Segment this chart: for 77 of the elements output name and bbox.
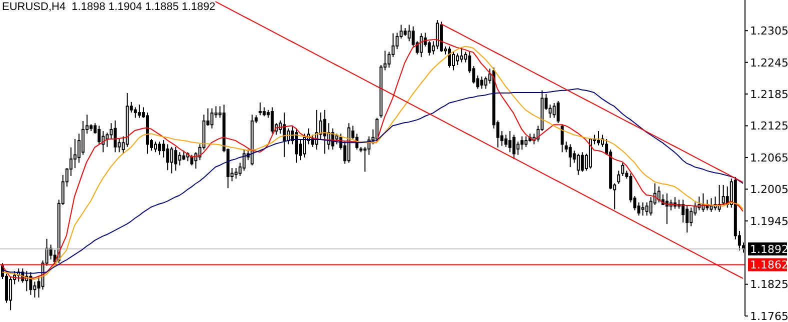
candlestick — [682, 199, 685, 223]
candlestick — [516, 141, 520, 156]
ref-line-label: 1.1892 — [750, 242, 788, 256]
candlestick — [637, 202, 640, 216]
y-tick-label: 1.2005 — [750, 183, 788, 196]
candlestick — [560, 124, 564, 153]
candlestick — [9, 276, 12, 311]
candlestick — [452, 51, 456, 71]
candlestick — [106, 132, 109, 148]
candlestick — [428, 40, 431, 56]
candlestick — [420, 32, 423, 58]
candlestick — [210, 108, 214, 129]
candlestick — [98, 125, 101, 145]
candlestick — [114, 120, 117, 153]
candlestick — [456, 52, 460, 66]
candlestick — [556, 100, 560, 124]
candlestick — [158, 141, 162, 156]
candlestick — [686, 204, 689, 234]
y-tick-label: 1.1945 — [750, 214, 788, 228]
candlestick — [408, 24, 411, 42]
y-tick-label: 1.1825 — [750, 278, 788, 292]
candlestick — [512, 134, 516, 160]
candlestick — [78, 133, 81, 164]
y-tick-label: 1.1765 — [750, 310, 788, 322]
y-tick-label: 1.2305 — [750, 24, 788, 38]
candlestick — [190, 154, 194, 166]
line-series — [440, 23, 744, 183]
candlestick — [323, 109, 326, 154]
candlestick — [242, 149, 246, 172]
candlestick — [580, 152, 584, 172]
candlestick — [303, 133, 306, 158]
candlestick — [170, 146, 174, 174]
candlestick — [258, 102, 262, 116]
candlestick — [524, 136, 528, 148]
candlestick — [690, 207, 693, 227]
candlestick — [710, 198, 713, 212]
candlestick — [597, 130, 600, 146]
candlestick — [520, 136, 524, 150]
candlestick — [508, 130, 512, 153]
candlestick — [178, 152, 182, 166]
candlestick — [645, 202, 648, 216]
candlestick — [73, 138, 76, 169]
y-tick-label: 1.2065 — [750, 151, 788, 164]
chart-title: EURUSD,H4 1.1898 1.1904 1.1885 1.1892 — [2, 1, 216, 13]
candlestick — [282, 112, 286, 158]
candlestick — [568, 144, 572, 168]
candlestick — [134, 106, 137, 118]
ref-line-label: 1.1862 — [750, 258, 788, 272]
candlestick — [234, 168, 238, 180]
y-tick-label: 1.2125 — [750, 120, 788, 133]
candlestick — [617, 170, 620, 184]
candlestick — [102, 130, 105, 153]
candlestick — [480, 76, 484, 90]
candlestick — [182, 150, 186, 161]
candlestick — [335, 133, 338, 145]
candlestick — [621, 162, 624, 176]
candlestick — [722, 184, 725, 206]
candlestick — [174, 146, 178, 172]
candlestick — [641, 202, 644, 216]
candlestick — [294, 128, 298, 164]
candlestick — [270, 106, 274, 134]
candlestick — [649, 196, 652, 216]
candlestick — [484, 76, 488, 90]
candlestick — [576, 153, 580, 176]
y-tick-label: 1.2185 — [750, 88, 788, 101]
y-tick-label: 1.2245 — [750, 56, 788, 70]
candlestick — [138, 104, 141, 118]
candlestick — [552, 102, 556, 118]
candlestick — [436, 20, 439, 50]
candlestick — [166, 144, 170, 171]
candlestick — [460, 47, 464, 63]
candlestick — [82, 120, 85, 156]
candlestick — [504, 134, 508, 148]
candlestick — [657, 186, 660, 203]
candlestick — [154, 141, 158, 153]
candlestick — [311, 134, 314, 148]
candlestick — [448, 46, 451, 68]
